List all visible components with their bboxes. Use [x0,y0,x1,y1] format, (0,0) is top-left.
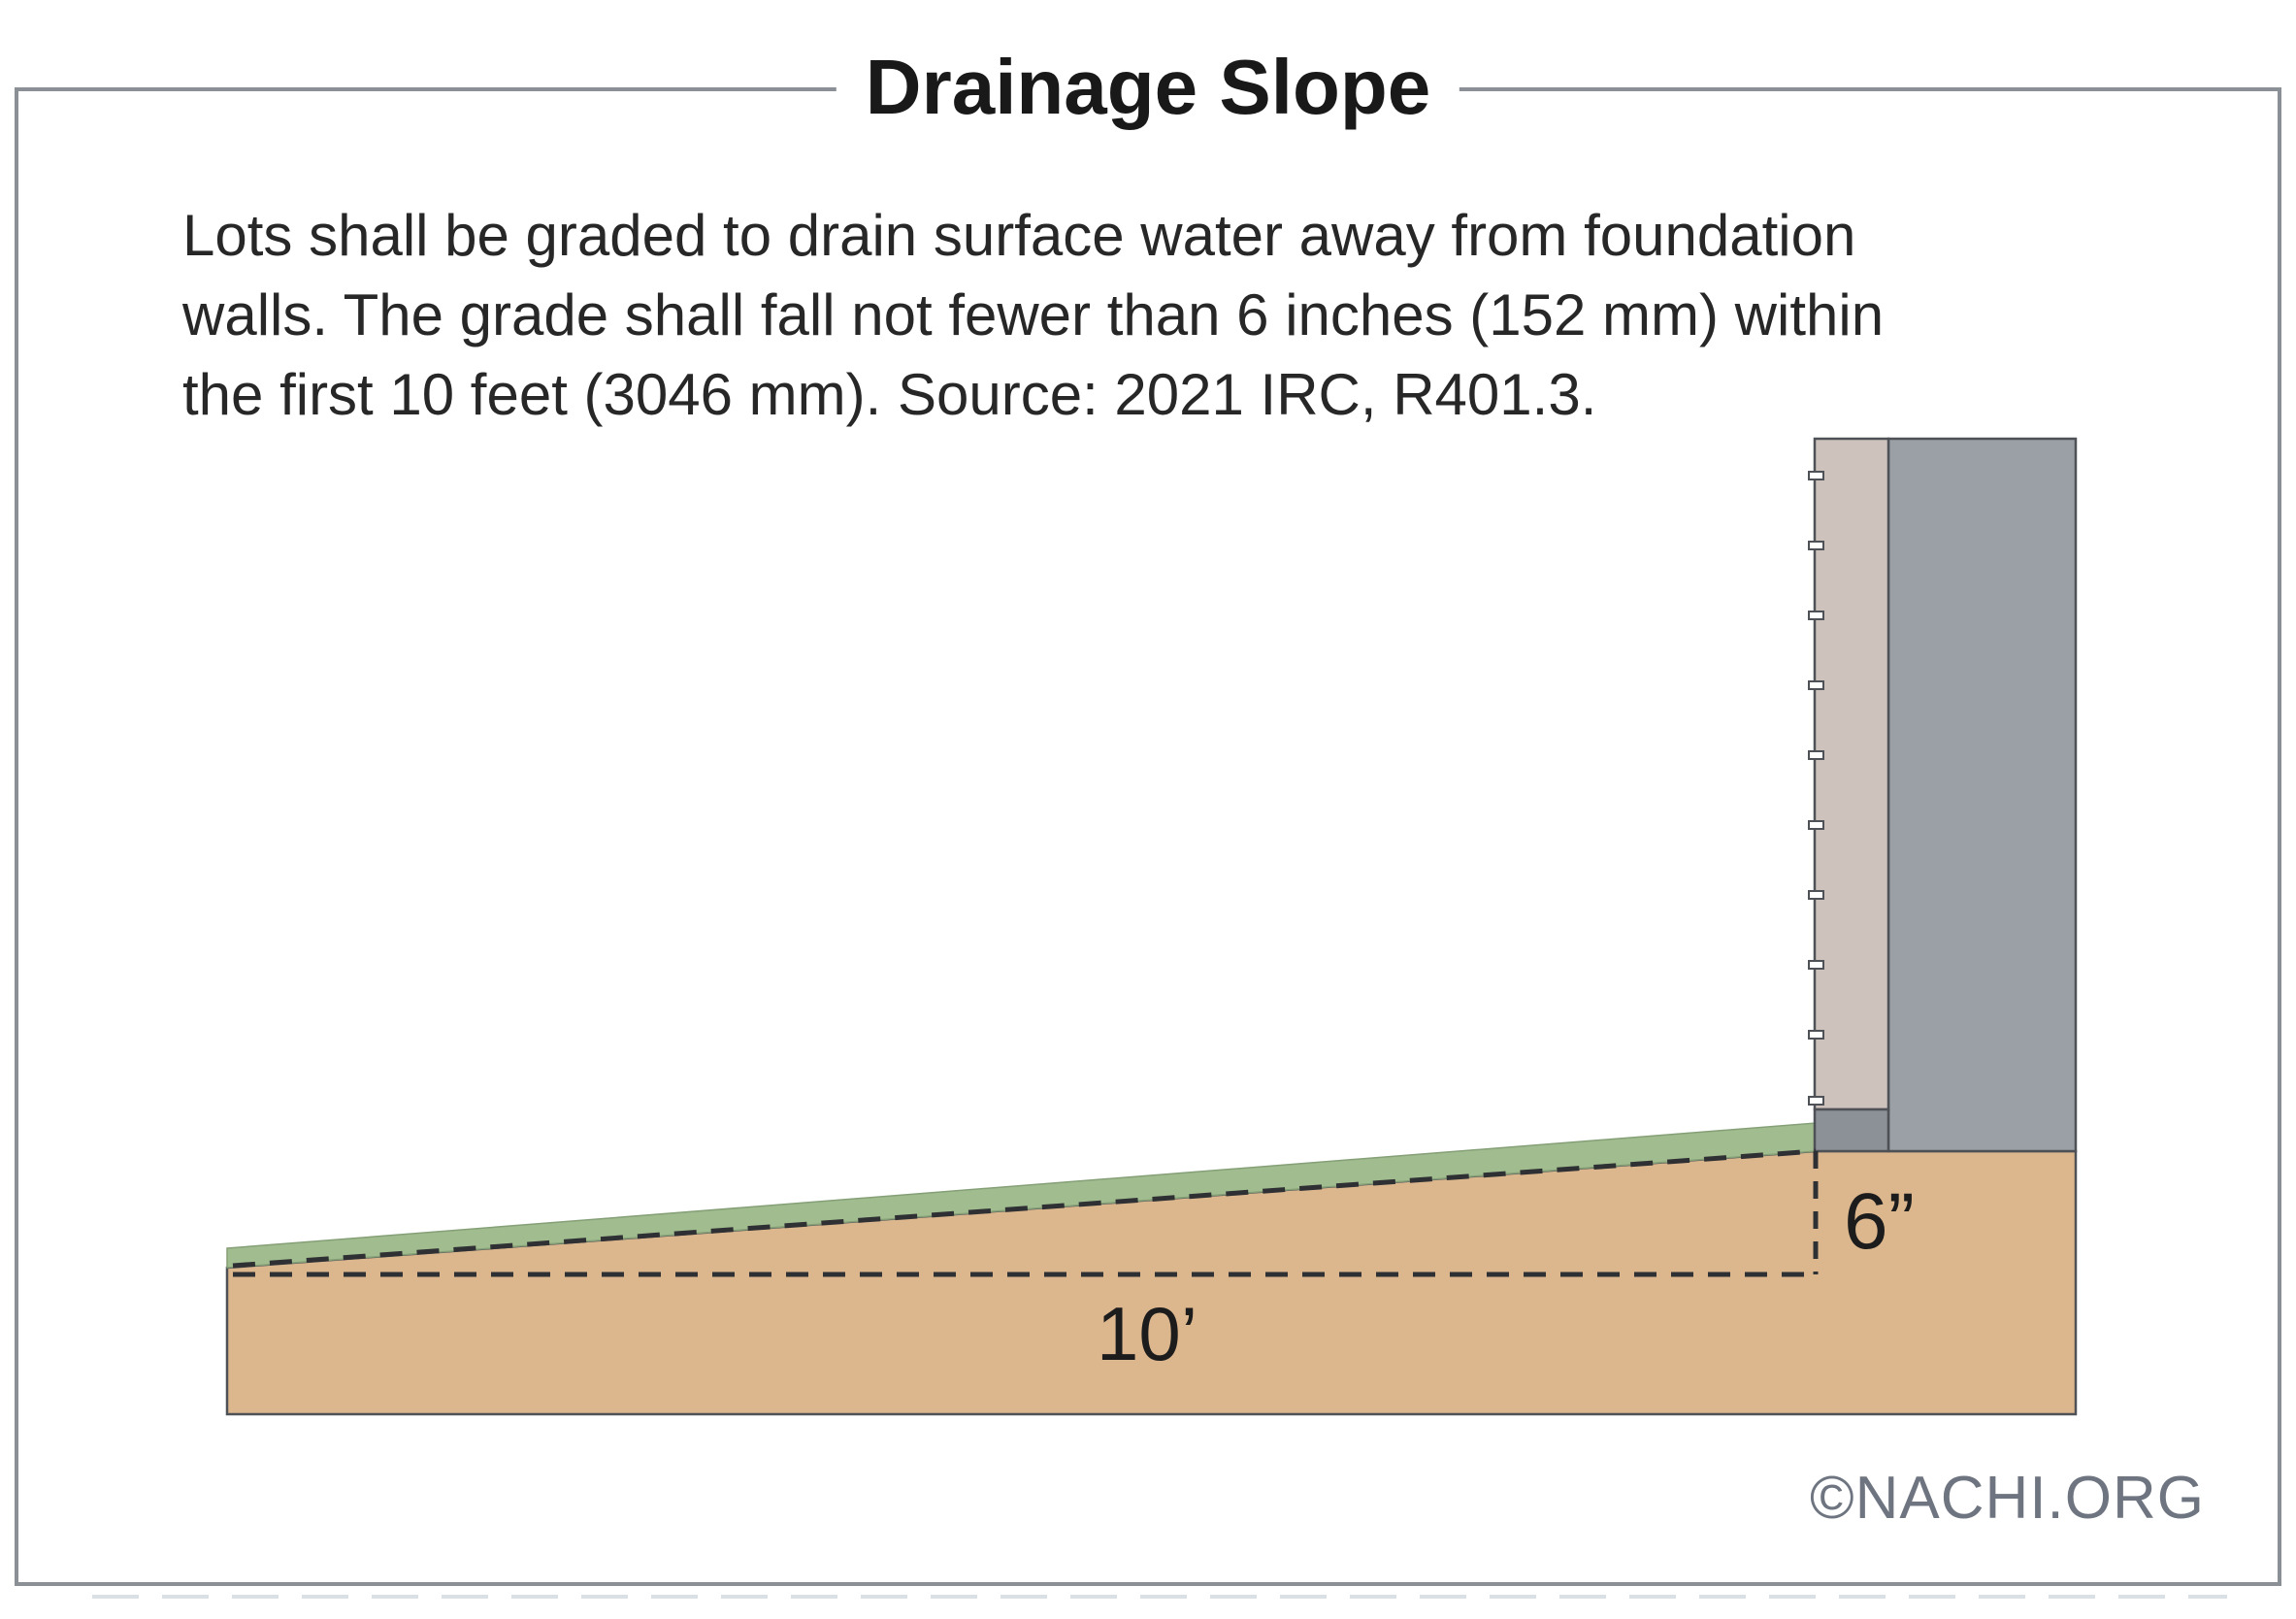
copyright-watermark: ©NACHI.ORG [1809,1465,2205,1532]
code-requirement-text: Lots shall be graded to drain surface wa… [182,196,1884,435]
veneer-notches [1808,471,1824,1106]
horizontal-run-label: 10’ [1097,1291,1197,1376]
page-title: Drainage Slope [836,47,1460,128]
vertical-drop-label: 6” [1844,1177,1915,1266]
bottom-faint-dashed-line [92,1595,2227,1599]
foundation-wall [1886,437,2078,1153]
foundation-stub [1813,1107,1890,1153]
dashed-grade-slope-line [232,1148,1817,1269]
exterior-veneer [1813,437,1890,1111]
code-requirement-line-3: the first 10 feet (3046 mm). Source: 202… [182,362,1597,427]
code-requirement-line-2: walls. The grade shall fall not fewer th… [182,282,1885,347]
code-requirement-line-1: Lots shall be graded to drain surface wa… [182,203,1856,268]
